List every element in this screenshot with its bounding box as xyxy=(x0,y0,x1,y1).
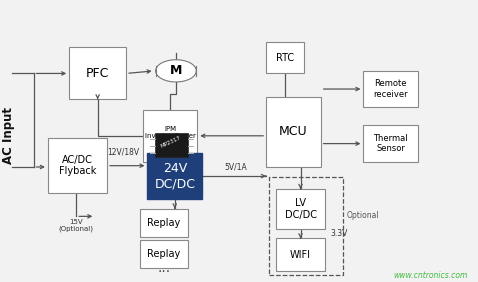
Text: 24V
DC/DC: 24V DC/DC xyxy=(154,162,196,190)
Bar xyxy=(48,138,107,193)
Text: MP2317: MP2317 xyxy=(160,135,182,149)
Text: Remote
receiver: Remote receiver xyxy=(373,79,408,99)
Text: Replay: Replay xyxy=(148,218,181,228)
Bar xyxy=(270,177,343,275)
Text: Thermal
Sensor: Thermal Sensor xyxy=(373,134,408,153)
Circle shape xyxy=(156,60,196,82)
Text: MCU: MCU xyxy=(279,125,308,138)
Text: 3.3V: 3.3V xyxy=(330,229,348,238)
Text: M: M xyxy=(170,64,182,77)
Text: PFC: PFC xyxy=(86,67,109,80)
Text: AC/DC
Flyback: AC/DC Flyback xyxy=(59,155,96,177)
Text: 5V/1A: 5V/1A xyxy=(224,162,247,171)
Text: 12V/18V: 12V/18V xyxy=(108,147,140,156)
Bar xyxy=(276,239,326,271)
Text: WIFI: WIFI xyxy=(290,250,311,260)
Bar xyxy=(154,133,188,157)
Bar xyxy=(143,110,197,162)
Bar xyxy=(148,153,202,199)
Text: Replay: Replay xyxy=(148,249,181,259)
Text: IPM
Inverter Power
Module: IPM Inverter Power Module xyxy=(144,126,196,146)
Text: AC Input: AC Input xyxy=(2,107,15,164)
Bar xyxy=(266,97,321,167)
Bar xyxy=(276,189,326,229)
Bar xyxy=(141,240,188,268)
Bar xyxy=(69,47,126,100)
Text: 15V
(Optional): 15V (Optional) xyxy=(59,219,94,232)
Bar xyxy=(266,42,304,73)
Text: RTC: RTC xyxy=(276,53,294,63)
Text: www.cntronics.com: www.cntronics.com xyxy=(393,271,468,280)
Bar xyxy=(363,125,418,162)
Bar xyxy=(141,209,188,237)
Text: Optional: Optional xyxy=(347,211,379,220)
Text: ...: ... xyxy=(158,261,171,275)
Bar xyxy=(363,71,418,107)
Text: LV
DC/DC: LV DC/DC xyxy=(284,199,316,220)
